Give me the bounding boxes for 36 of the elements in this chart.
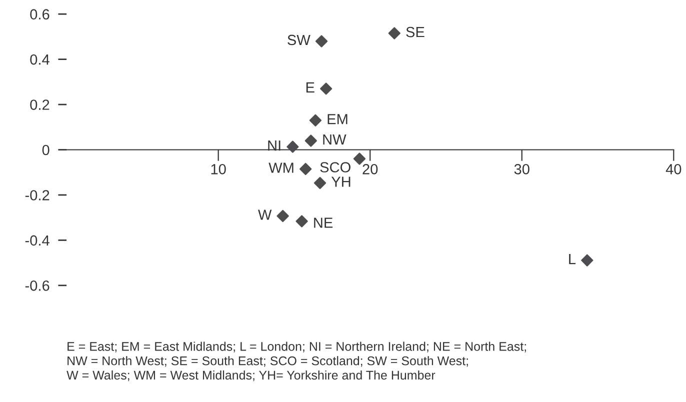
point [581,254,594,266]
point [353,152,366,165]
point [320,82,332,95]
annotation: SE [406,26,424,38]
x-tick-label: 20 [362,164,378,174]
x-tick-label: 40 [666,164,682,174]
point [314,176,326,190]
point [296,215,308,228]
text: E = East; EM = East Midlands; L = London; NI = Northern Ireland; NE = North East; NW = North West; SE = South East; SCO = Scotland; SW = South West; W = Wales; WM = West Midlands; YH= Yorkshire and The Humber [66,342,526,382]
x-tick-label: 10 [211,164,226,174]
annotation: L [569,254,576,264]
y-tick-label: -0.6 [25,280,50,291]
annotation: SW [288,34,310,46]
y-tick-label: -0.4 [25,235,50,246]
x-tick-label: 30 [514,164,530,174]
point [304,134,317,147]
point [315,35,328,48]
y-tick-label: 0.4 [30,54,50,65]
annotation: NE [314,218,333,228]
point [276,210,289,222]
annotation: NW [323,134,346,144]
y-tick-label: -0.2 [25,190,50,200]
annotation: NI [268,140,280,151]
point [388,27,400,40]
point [286,140,299,153]
y-tick-label: 0.6 [30,9,50,20]
annotation: WM [268,162,294,173]
y-tick-label: 0 [42,144,50,156]
point [300,162,312,176]
annotation: W [258,210,272,220]
annotation: YH [331,176,350,187]
y-tick-label: 0.2 [30,100,50,110]
annotation: EM [328,114,348,124]
annotation: SCO [320,162,350,172]
annotation: E [306,82,314,92]
point [309,114,322,126]
